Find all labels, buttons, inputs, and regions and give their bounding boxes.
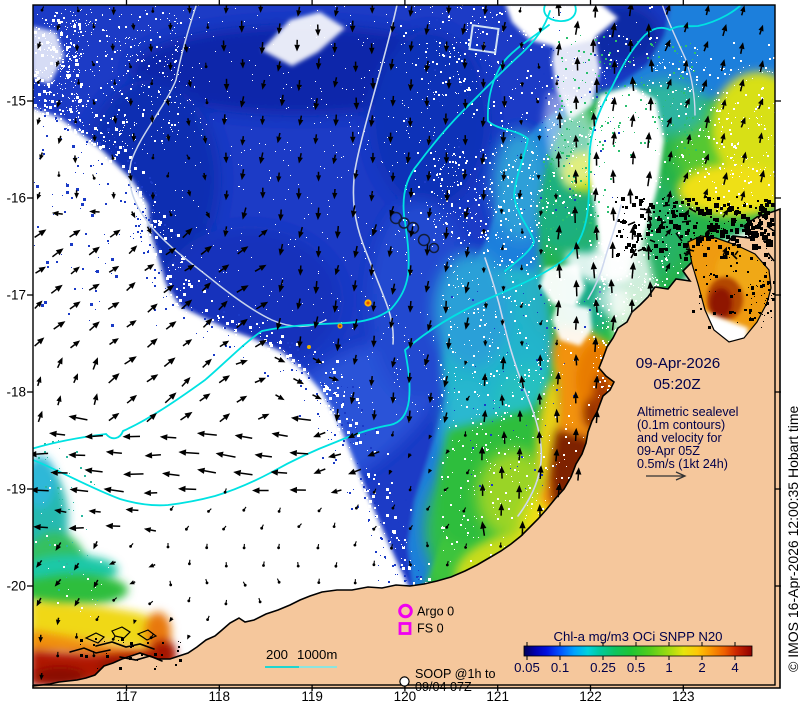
svg-text:-17: -17 <box>6 288 26 303</box>
svg-text:09-Apr-2026: 09-Apr-2026 <box>636 355 720 372</box>
svg-text:122: 122 <box>579 689 602 704</box>
svg-text:119: 119 <box>301 689 323 704</box>
svg-text:0.05: 0.05 <box>514 660 540 675</box>
svg-text:Argo 0: Argo 0 <box>417 605 454 619</box>
svg-text:Altimetric sealevel: Altimetric sealevel <box>637 405 738 419</box>
svg-text:FS 0: FS 0 <box>417 622 444 636</box>
svg-text:0.25: 0.25 <box>590 660 616 675</box>
svg-text:4: 4 <box>731 660 738 675</box>
svg-text:0.1: 0.1 <box>551 660 569 675</box>
svg-text:-18: -18 <box>6 385 26 400</box>
svg-text:-16: -16 <box>6 191 26 206</box>
svg-text:123: 123 <box>672 689 695 704</box>
svg-text:© IMOS 16-Apr-2026 12:00:35 Ho: © IMOS 16-Apr-2026 12:00:35 Hobart time <box>785 405 800 672</box>
svg-text:120: 120 <box>394 689 417 704</box>
svg-text:1: 1 <box>665 660 672 675</box>
svg-text:09-Apr 05Z: 09-Apr 05Z <box>637 444 700 458</box>
svg-text:2: 2 <box>698 660 705 675</box>
svg-text:121: 121 <box>486 689 509 704</box>
svg-text:and velocity for: and velocity for <box>637 431 722 445</box>
svg-text:118: 118 <box>209 689 231 704</box>
svg-text:09/04 07Z: 09/04 07Z <box>415 680 472 694</box>
svg-text:(0.1m contours): (0.1m contours) <box>637 418 725 432</box>
svg-text:-20: -20 <box>6 579 26 594</box>
svg-text:SOOP @1h to: SOOP @1h to <box>415 667 495 681</box>
svg-text:0.5: 0.5 <box>627 660 645 675</box>
svg-text:Chl-a mg/m3 OCi SNPP N20: Chl-a mg/m3 OCi SNPP N20 <box>553 629 722 644</box>
svg-text:117: 117 <box>116 689 138 704</box>
svg-text:-19: -19 <box>6 482 26 497</box>
svg-text:0.5m/s (1kt 24h): 0.5m/s (1kt 24h) <box>637 457 728 471</box>
svg-text:05:20Z: 05:20Z <box>653 376 700 393</box>
svg-text:-15: -15 <box>6 94 26 109</box>
